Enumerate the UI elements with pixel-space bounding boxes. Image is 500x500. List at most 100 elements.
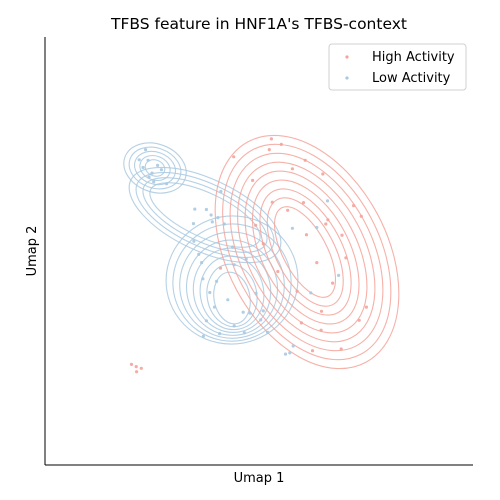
high-activity-contour bbox=[259, 188, 352, 316]
legend: High Activity Low Activity bbox=[328, 43, 467, 91]
low-activity-point bbox=[309, 291, 313, 295]
high-activity-point bbox=[344, 256, 348, 260]
high-activity-point bbox=[269, 137, 273, 141]
high-activity-contour bbox=[222, 143, 392, 361]
low-activity-point bbox=[291, 344, 295, 348]
y-axis-label: Umap 2 bbox=[25, 226, 40, 277]
low-activity-point bbox=[152, 180, 156, 184]
high-activity-point bbox=[310, 349, 315, 353]
low-activity-point bbox=[212, 305, 217, 309]
low-activity-contour bbox=[133, 150, 177, 186]
low-activity-point bbox=[146, 158, 150, 162]
high-activity-point bbox=[270, 200, 274, 204]
high-activity-point bbox=[339, 347, 343, 351]
high-activity-contour bbox=[273, 206, 337, 298]
low-activity-point bbox=[226, 298, 230, 302]
high-activity-point bbox=[324, 222, 328, 226]
low-activity-point bbox=[218, 332, 222, 336]
high-activity-contour bbox=[214, 134, 400, 370]
high-activity-point bbox=[315, 261, 319, 265]
low-activity-contour bbox=[179, 231, 285, 339]
low-activity-point bbox=[208, 290, 212, 295]
high-activity-point bbox=[295, 289, 299, 293]
low-activity-contour bbox=[172, 223, 292, 342]
low-activity-contour bbox=[165, 215, 299, 345]
high-activity-point bbox=[364, 305, 368, 309]
high-activity-point bbox=[321, 172, 325, 176]
high-activity-contour bbox=[266, 197, 344, 307]
low-activity-contour bbox=[149, 182, 261, 248]
low-activity-point bbox=[222, 222, 226, 226]
low-activity-point bbox=[230, 245, 235, 249]
high-activity-point bbox=[301, 201, 306, 205]
low-activity-point bbox=[156, 163, 160, 167]
high-activity-point bbox=[261, 242, 265, 246]
low-activity-point bbox=[244, 257, 248, 261]
high-activity-point bbox=[129, 362, 134, 366]
low-activity-point bbox=[204, 207, 208, 212]
low-activity-point bbox=[197, 252, 201, 256]
low-activity-contour bbox=[185, 239, 279, 336]
low-activity-contour bbox=[128, 146, 182, 190]
low-activity-point bbox=[242, 331, 246, 335]
high-activity-point bbox=[359, 214, 363, 218]
low-activity-point bbox=[241, 310, 245, 314]
high-activity-point bbox=[134, 365, 138, 369]
low-activity-point bbox=[315, 225, 319, 230]
low-activity-point bbox=[141, 165, 145, 170]
high-activity-contour bbox=[229, 152, 384, 352]
high-activity-point bbox=[218, 266, 223, 270]
high-activity-point bbox=[290, 167, 294, 171]
high-activity-point bbox=[303, 158, 307, 162]
low-activity-point bbox=[325, 199, 330, 203]
low-activity-contour bbox=[199, 255, 265, 331]
low-activity-contour bbox=[144, 159, 166, 177]
low-activity-point bbox=[209, 213, 213, 217]
low-activity-contour bbox=[142, 177, 268, 253]
low-activity-point bbox=[191, 222, 196, 226]
low-activity-point bbox=[210, 220, 214, 224]
high-activity-point bbox=[251, 178, 255, 182]
low-activity-point bbox=[216, 216, 220, 220]
low-activity-point bbox=[201, 277, 205, 281]
low-activity-contour bbox=[213, 271, 251, 325]
low-activity-point bbox=[144, 148, 148, 152]
high-activity-point bbox=[276, 269, 280, 274]
high-activity-point bbox=[326, 218, 330, 222]
low-activity-point bbox=[147, 175, 151, 179]
low-activity-point bbox=[266, 330, 270, 334]
legend-frame bbox=[328, 43, 467, 91]
x-axis-label: Umap 1 bbox=[234, 471, 285, 486]
low-activity-point bbox=[193, 207, 197, 211]
legend-label-low-activity: Low Activity bbox=[372, 71, 451, 86]
low-activity-point bbox=[215, 279, 219, 283]
high-activity-point bbox=[267, 148, 271, 152]
high-activity-point bbox=[304, 233, 309, 237]
low-activity-contour bbox=[192, 247, 272, 334]
high-activity-point bbox=[279, 142, 283, 146]
low-activity-point bbox=[248, 311, 252, 315]
high-activity-point bbox=[357, 318, 361, 322]
high-activity-point bbox=[254, 223, 258, 227]
high-activity-point bbox=[319, 309, 324, 313]
low-activity-point bbox=[204, 319, 208, 323]
low-activity-point bbox=[192, 239, 196, 243]
low-activity-point bbox=[219, 189, 223, 194]
high-activity-point bbox=[232, 155, 236, 159]
low-activity-point bbox=[259, 318, 263, 322]
chart-title: TFBS feature in HNF1A's TFBS-context bbox=[110, 15, 407, 33]
high-activity-contour bbox=[251, 179, 360, 325]
low-activity-point bbox=[254, 291, 258, 295]
low-activity-point bbox=[159, 168, 163, 172]
low-activity-point bbox=[165, 182, 169, 186]
low-activity-contour bbox=[206, 263, 258, 328]
low-activity-point bbox=[201, 334, 205, 338]
low-activity-contour bbox=[135, 171, 275, 259]
legend-marker-high-activity bbox=[345, 55, 349, 59]
high-activity-contour bbox=[244, 170, 368, 334]
high-activity-point bbox=[299, 321, 303, 325]
low-activity-point bbox=[200, 261, 204, 265]
high-activity-point bbox=[331, 281, 335, 285]
low-activity-point bbox=[283, 352, 288, 356]
